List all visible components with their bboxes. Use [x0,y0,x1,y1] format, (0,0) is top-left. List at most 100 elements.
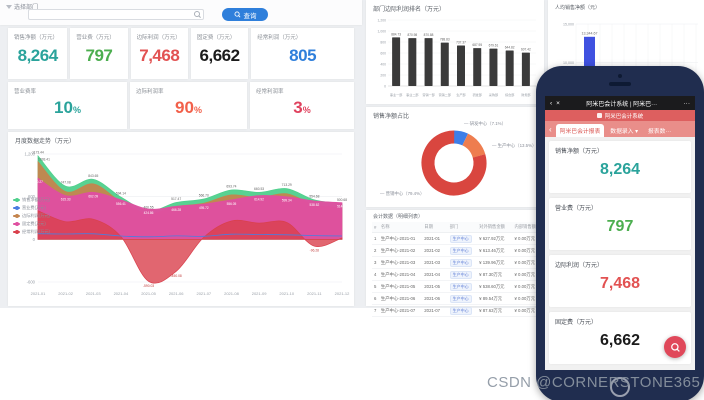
svg-text:2021-12: 2021-12 [335,291,350,296]
svg-text:2021-09: 2021-09 [252,291,267,296]
phone-screen: ‹ × 阿米巴会计系统 | 阿米巴··· ··· 阿米巴会计系统 ‹ 阿米巴会计… [545,96,695,370]
dept-chart-svg: 0 200 400 600 800 1,000 1,200 884.73 事业一部 870.98 事… [378,18,536,97]
svg-text:713.29: 713.29 [282,183,292,187]
table-row[interactable]: 1 生产中心-2021-01 2021-01 生产中心 ¥ 627.92万元 ¥ 0.00… [372,232,538,245]
table-cell: ¥ 0.00万元 [512,304,538,317]
svg-text:2021-07: 2021-07 [196,291,211,296]
department-tag: 生产中心 [449,294,472,303]
svg-text:556.05: 556.05 [227,202,237,206]
sales-share-donut [366,113,544,212]
svg-text:2021-06: 2021-06 [169,291,184,296]
legend-item[interactable]: 销售净额(万元) [13,196,50,204]
back-icon[interactable]: ‹ [550,99,553,107]
phone-card-label: 营业费（万元） [555,206,598,212]
ratio-card-3: 经常利润率 3% [250,82,354,129]
svg-text:2021-01: 2021-01 [31,291,46,296]
table-cell: 生产中心-2021-06 [378,292,423,305]
svg-text:-96.28: -96.28 [310,249,320,253]
svg-text:财务部: 财务部 [521,92,530,97]
table-row[interactable]: 4 生产中心-2021-04 2021-04 生产中心 ¥ 87.30万元 ¥ 0.00万… [372,268,538,281]
svg-text:614.92: 614.92 [254,198,264,202]
table-cell: 3 [372,256,379,269]
phone-card-label: 销售净额（万元） [555,149,604,155]
table-cell: 生产中心 [447,280,478,293]
svg-text:600: 600 [28,194,36,199]
svg-text:615.33: 615.33 [61,198,71,202]
table-row[interactable]: 5 生产中心-2021-05 2021-05 生产中心 ¥ 538.60万元 ¥ 0.00… [372,280,538,293]
svg-text:1,000: 1,000 [378,29,387,33]
svg-text:607.42: 607.42 [521,48,531,52]
trend-chart-title: 月度数据走势（万元） [15,139,76,145]
legend-marker [13,197,20,202]
kpi-card-1: 销售净额（万元） 8,264 [8,28,68,79]
svg-text:500.68: 500.68 [337,198,347,202]
phone-tab-2[interactable]: 数据录入 ▾ [610,129,638,135]
watermark: CSDN @CORNERSTONE365 [487,374,701,391]
phone-search-fab[interactable] [664,336,686,358]
kpi-card-label: 边际利润（万元） [136,35,181,41]
legend-item[interactable]: 边际利润(万元) [13,212,50,220]
close-icon[interactable]: × [556,99,560,107]
svg-text:事业二部: 事业二部 [406,92,418,97]
phone-card-value: 8,264 [599,161,641,178]
phone-tab-1[interactable]: 阿米巴会计报表 [555,124,605,137]
dropdown-caret-icon [6,5,12,9]
svg-text:13,344.67: 13,344.67 [582,31,598,35]
svg-text:15,000: 15,000 [563,23,574,27]
legend-marker [13,221,20,226]
table-cell: 2021-02 [422,244,448,257]
table-cell: 2021-06 [422,292,448,305]
svg-text:2021-08: 2021-08 [224,291,239,296]
svg-text:747.08: 747.08 [61,181,71,185]
table-cell: 生产中心 [447,268,478,281]
phone-camera-dot [618,74,622,78]
detail-table-panel: 会计数据（明细列表） # 名称 日期 部门 对外销售金额 内部销售额 1 生产中心-2021-… [366,210,544,317]
svg-text:10,000: 10,000 [563,61,574,65]
phone-speaker [609,82,631,86]
ratio-card-2: 边际利润率 90% [130,82,247,129]
phone-tab-3[interactable]: 报表数··· [647,129,672,135]
svg-text:1173.44: 1173.44 [32,150,44,154]
kpi-card-2: 营业费（万元） 797 [70,28,128,79]
phone-card-label: 边际利润（万元） [555,263,604,269]
table-cell: 2 [372,244,379,257]
table-header-cell: 对外销售金额 [477,222,513,233]
department-search-input[interactable] [28,9,204,20]
svg-text:0: 0 [33,237,36,242]
table-row[interactable]: 3 生产中心-2021-03 2021-03 生产中心 ¥ 139.96万元 ¥ 0.00… [372,256,538,269]
filter-label: 选择部门 [6,2,38,11]
more-icon[interactable]: ··· [683,99,691,107]
legend-item[interactable]: 营业费(万元) [13,204,50,212]
phone-page-title: 阿米巴会计系统 | 阿米巴··· [586,101,658,108]
legend-item[interactable]: 固定费(万元) [13,220,50,228]
phone-home-button[interactable] [610,377,630,397]
legend-label: 固定费(万元) [22,221,46,226]
phone-mockup: ‹ × 阿米巴会计系统 | 阿米巴··· ··· 阿米巴会计系统 ‹ 阿米巴会计… [536,66,704,400]
svg-text:566.70: 566.70 [199,194,209,198]
legend-marker [13,213,20,218]
phone-browser-bar: ‹ × 阿米巴会计系统 | 阿米巴··· ··· [545,96,695,110]
svg-text:514.77: 514.77 [337,205,347,209]
search-button[interactable]: 查询 [222,8,268,21]
trend-chart: -600 0 600 1,200 2021-01 2021-02 2021-03 2021-0… [10,146,351,305]
svg-text:870.98: 870.98 [407,33,417,37]
phone-content[interactable]: 销售净额（万元） 8,264 营业费（万元） 797 边际利润（万元） 7,468 固定费（… [545,137,695,370]
table-row[interactable]: 2 生产中心-2021-02 2021-02 生产中心 ¥ 613.46万元 ¥ 0.00… [372,244,538,257]
kpi-card-5: 经常利润（万元） 805 [251,28,354,79]
kpi-card-label: 固定费（万元） [196,35,236,41]
ratio-card-label: 经常利润率 [256,89,284,95]
table-cell: 2021-07 [422,304,448,317]
table-row[interactable]: 6 生产中心-2021-06 2021-06 生产中心 ¥ 89.54万元 ¥ 0.00万… [372,292,538,305]
svg-text:538.62: 538.62 [309,203,319,207]
legend-item[interactable]: 经常利润(万元) [13,228,50,236]
legend-label: 营业费(万元) [22,205,46,210]
detail-table: # 名称 日期 部门 对外销售金额 内部销售额 1 生产中心-2021-01 2021-01 生产… [372,222,538,317]
svg-text:517.47: 517.47 [171,197,181,201]
svg-text:400.55: 400.55 [143,205,153,209]
table-row[interactable]: 7 生产中心-2021-07 2021-07 生产中心 ¥ 87.63万元 ¥ 0.00万… [372,304,538,317]
tabs-back-icon[interactable]: ‹ [549,124,552,134]
table-cell: 生产中心 [447,304,478,317]
table-cell: ¥ 613.46万元 [477,244,513,257]
table-cell: 1 [372,232,379,245]
trend-chart-legend: 销售净额(万元) 营业费(万元) 边际利润(万元) 固定费(万元) 经常利润(万元) [13,196,50,236]
